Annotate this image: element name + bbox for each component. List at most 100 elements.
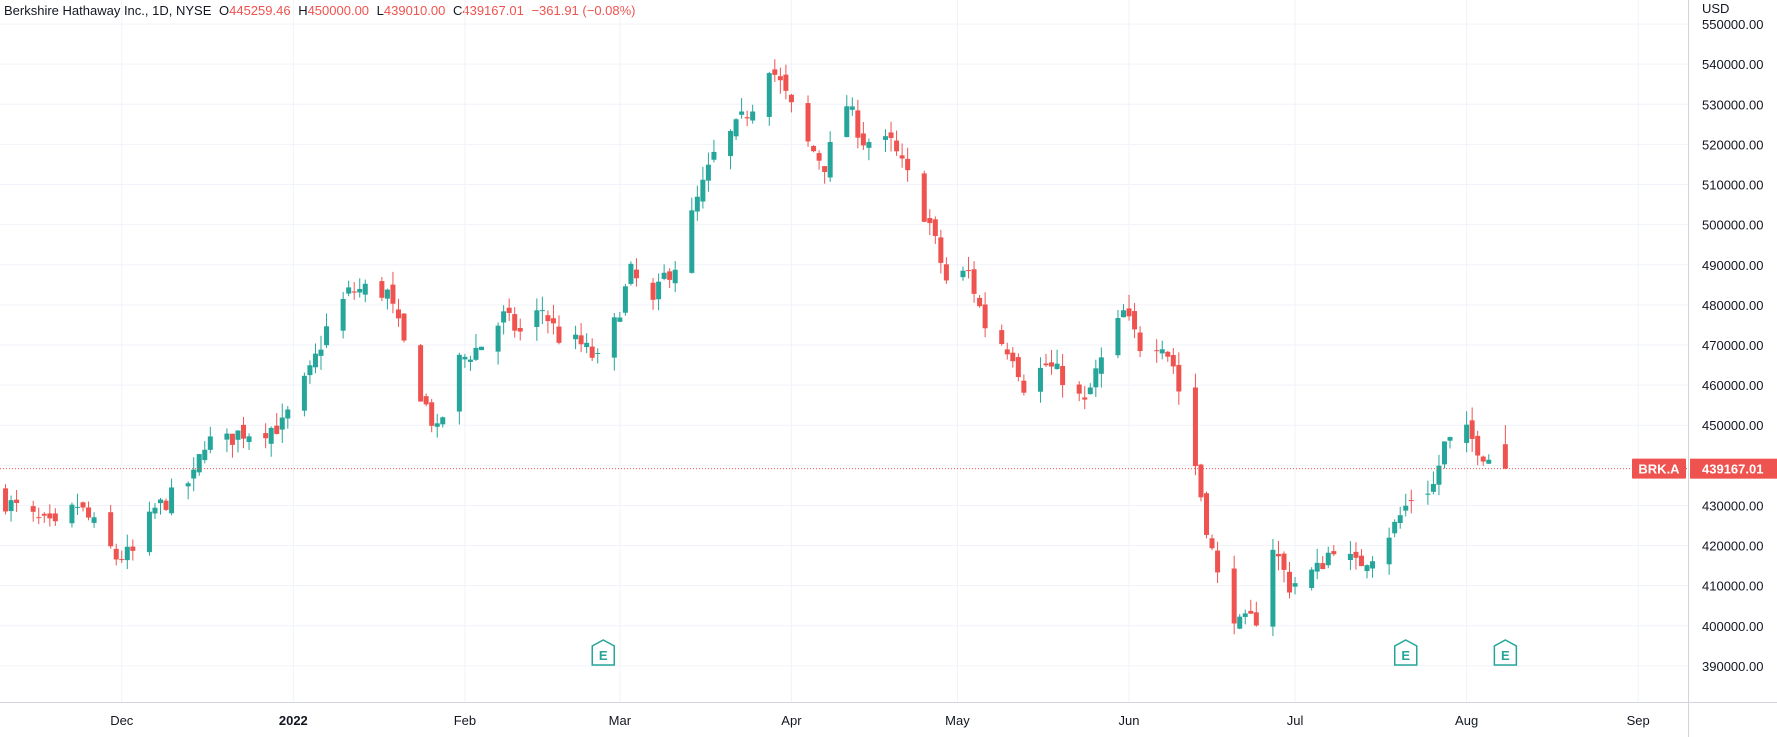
- candle: [1120, 304, 1126, 318]
- candle-body: [1475, 435, 1481, 456]
- candle: [545, 310, 551, 334]
- candle-body: [1353, 551, 1359, 558]
- candle-body: [1270, 549, 1276, 627]
- candle: [1192, 373, 1198, 476]
- candle-body: [811, 146, 817, 152]
- candle-body: [783, 74, 789, 91]
- candle: [340, 291, 346, 339]
- candle: [539, 296, 545, 325]
- candle-body: [467, 359, 473, 362]
- candle: [301, 372, 307, 417]
- time-tick-label: Jun: [1119, 713, 1140, 728]
- earnings-marker[interactable]: E: [1493, 639, 1518, 666]
- price-tick-label: 500000.00: [1702, 218, 1763, 233]
- candle: [1126, 294, 1132, 321]
- candle: [418, 344, 424, 402]
- candle: [1087, 383, 1093, 395]
- candle-body: [539, 310, 545, 312]
- candle: [163, 498, 169, 511]
- candle: [456, 352, 462, 425]
- candle: [1159, 340, 1165, 360]
- candle-body: [1209, 538, 1215, 549]
- candle: [285, 405, 291, 429]
- candle-body: [80, 502, 86, 508]
- candle: [113, 543, 119, 566]
- price-tick-label: 410000.00: [1702, 579, 1763, 594]
- candles: [3, 59, 1508, 637]
- candle-body: [982, 304, 988, 329]
- candle-body: [1358, 555, 1364, 567]
- candle-body: [146, 511, 152, 553]
- time-tick-label: Dec: [110, 713, 134, 728]
- candle: [999, 324, 1005, 346]
- legend-close-label: C: [452, 3, 463, 18]
- candle-body: [478, 346, 484, 351]
- candle-body: [1049, 362, 1055, 367]
- price-tick-label: 450000.00: [1702, 418, 1763, 433]
- candle-body: [152, 507, 158, 514]
- candle-body: [1154, 350, 1160, 352]
- candle: [578, 323, 584, 353]
- candle: [124, 534, 130, 570]
- earnings-marker[interactable]: E: [591, 639, 616, 666]
- time-tick-label: Feb: [454, 713, 476, 728]
- candle: [1309, 567, 1315, 591]
- candle-body: [744, 117, 750, 119]
- candle-body: [1347, 553, 1353, 561]
- legend-high-value: 450000.00: [307, 3, 370, 18]
- candle-body: [728, 130, 734, 157]
- candle-body: [766, 73, 772, 117]
- price-tick-label: 480000.00: [1702, 298, 1763, 313]
- candle-body: [661, 272, 667, 279]
- candle-body: [777, 76, 783, 81]
- candle-body: [235, 430, 241, 440]
- candle-body: [362, 283, 368, 295]
- candle: [169, 478, 175, 516]
- candle-body: [36, 517, 42, 519]
- candle: [473, 333, 479, 361]
- candle: [1331, 544, 1337, 557]
- candle: [556, 315, 562, 345]
- candle: [152, 503, 158, 519]
- candle-body: [1115, 317, 1121, 356]
- time-axis[interactable]: Dec 2022 Feb Mar Apr May Jun Jul Aug Sep: [0, 702, 1777, 729]
- legend-close-value: 439167.01: [462, 3, 524, 18]
- candle: [733, 118, 739, 140]
- candle-body: [246, 436, 252, 443]
- candle: [700, 166, 706, 209]
- candle-body: [318, 349, 324, 356]
- candle: [246, 433, 252, 450]
- candle: [1287, 562, 1293, 599]
- candle: [1469, 407, 1475, 452]
- candle-body: [108, 512, 114, 547]
- candle-body: [883, 136, 889, 140]
- candle-body: [3, 488, 9, 512]
- candle: [960, 266, 966, 281]
- candle-body: [1464, 424, 1470, 443]
- price-axis[interactable]: USD 390000.00 400000.00 410000.00 420000.00…: [1688, 0, 1777, 737]
- candle-body: [169, 487, 175, 514]
- candle-body: [1076, 384, 1082, 394]
- candle: [1447, 436, 1453, 449]
- time-tick-label: 2022: [279, 713, 308, 728]
- candle-body: [52, 513, 58, 522]
- candle: [689, 197, 695, 274]
- candle: [423, 393, 429, 407]
- candle-body: [938, 237, 944, 263]
- candle: [8, 495, 14, 522]
- earnings-marker[interactable]: E: [1393, 639, 1418, 666]
- candle-body: [41, 513, 47, 516]
- candle: [440, 416, 446, 428]
- candle-body: [860, 133, 866, 146]
- candle: [224, 428, 230, 453]
- candle: [1115, 310, 1121, 359]
- candle-body: [667, 271, 673, 280]
- candle: [633, 258, 639, 287]
- candle: [739, 98, 745, 119]
- candle: [589, 338, 595, 362]
- candle-body: [1126, 308, 1132, 317]
- candle-body: [1004, 349, 1010, 355]
- candle: [429, 398, 435, 433]
- candle: [1037, 357, 1043, 403]
